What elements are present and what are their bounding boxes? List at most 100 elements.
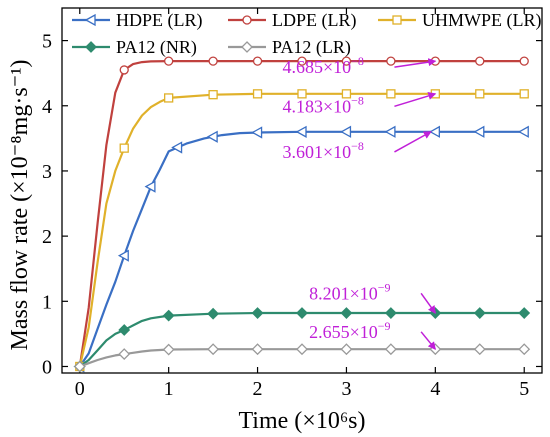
legend-item: PA12 (LR) [228,37,351,58]
plot-area-border [61,7,543,374]
data-point [297,56,307,66]
annotation-label: 4.183×10−8 [282,93,363,116]
axis-ticks: 0 1 2 3 4 5 0 1 2 3 4 5 [42,8,542,400]
data-point [164,93,174,103]
legend: HDPE (LR) LDPE (LR) UHMWPE (LR) PA12 (NR) PA… [72,10,542,58]
y-tick-label: 2 [42,226,52,248]
y-tick-label: 4 [42,96,52,118]
data-point [251,307,264,319]
data-point [207,343,220,356]
data-point [208,90,218,100]
data-point [341,56,352,66]
legend-label: PA12 (NR) [116,37,197,58]
annotations-layer: 4.685×10−8 4.183×10−8 3.601×10−8 8.201×10−9… [282,54,437,350]
annotation-label: 4.685×10−8 [282,54,363,77]
data-point [252,56,263,66]
data-point [208,56,218,66]
annotation-arrow [420,331,436,350]
series-line [79,348,525,368]
series-1 [75,56,529,372]
data-point [519,89,529,99]
data-point [473,125,485,138]
legend-item: PA12 (NR) [72,37,197,58]
data-point [384,307,397,319]
annotation-arrow [394,92,437,108]
data-point [341,89,352,99]
data-point [340,343,353,356]
legend-item: HDPE (LR) [72,10,203,31]
series-4 [73,343,531,373]
legend-marker [85,41,97,53]
data-point [251,126,263,139]
data-point [206,130,218,143]
data-point [473,343,486,356]
legend-label: UHMWPE (LR) [422,10,542,31]
data-point [118,324,131,336]
data-point [296,307,308,319]
legend-label: HDPE (LR) [116,10,203,31]
data-point [252,89,263,99]
data-point [428,125,440,138]
data-point [117,249,129,262]
series-layer [73,56,531,373]
y-axis-label: Mass flow rate (×10⁻⁸mg·s⁻¹) [7,59,33,350]
data-point [207,307,220,320]
data-point [295,125,307,138]
x-tick-label: 5 [519,378,529,400]
annotation-label: 8.201×10−9 [309,280,390,303]
legend-item: LDPE (LR) [228,10,357,31]
data-point [475,89,485,99]
data-point [475,56,485,66]
legend-label: LDPE (LR) [272,10,357,31]
legend-marker [392,15,402,25]
data-point [473,307,486,319]
data-point [384,125,396,138]
series-0 [73,125,529,373]
y-tick-label: 3 [42,161,52,183]
annotation-arrow [394,131,432,153]
annotation-arrow [420,292,436,314]
annotation-label: 3.601×10−8 [282,139,363,162]
data-point [73,360,86,373]
legend-label: PA12 (LR) [272,37,351,58]
data-point [340,307,353,319]
x-tick-label: 1 [164,378,174,400]
series-line [79,311,525,368]
x-axis-label: Time (×10⁶s) [238,408,365,434]
data-point [517,125,529,138]
data-point [171,141,183,154]
series-line [78,60,525,367]
x-tick-label: 3 [341,378,351,400]
annotation-label: 2.655×10−9 [309,319,390,342]
y-tick-label: 1 [42,291,52,313]
data-point [119,143,129,153]
data-point [386,89,396,99]
x-tick-label: 4 [430,378,440,400]
x-tick-label: 2 [253,378,263,400]
y-tick-label: 0 [42,356,52,378]
data-point [297,89,307,99]
data-point [251,343,264,356]
legend-marker [242,15,252,25]
data-point [340,125,352,138]
data-point [386,56,396,66]
annotation-arrow [394,58,437,68]
y-tick-label: 5 [42,31,52,53]
plot-frame [61,7,543,374]
legend-item: UHMWPE (LR) [378,10,542,31]
data-point [164,56,174,66]
data-point [384,343,397,356]
data-point [162,309,175,322]
data-point [119,65,129,75]
legend-marker [241,41,253,53]
data-point [518,343,531,356]
data-point [162,343,175,356]
series-3 [73,307,531,373]
legend-marker [84,13,96,27]
data-point [296,343,308,356]
x-tick-label: 0 [75,378,85,400]
data-point [518,307,531,319]
data-point [144,180,156,193]
